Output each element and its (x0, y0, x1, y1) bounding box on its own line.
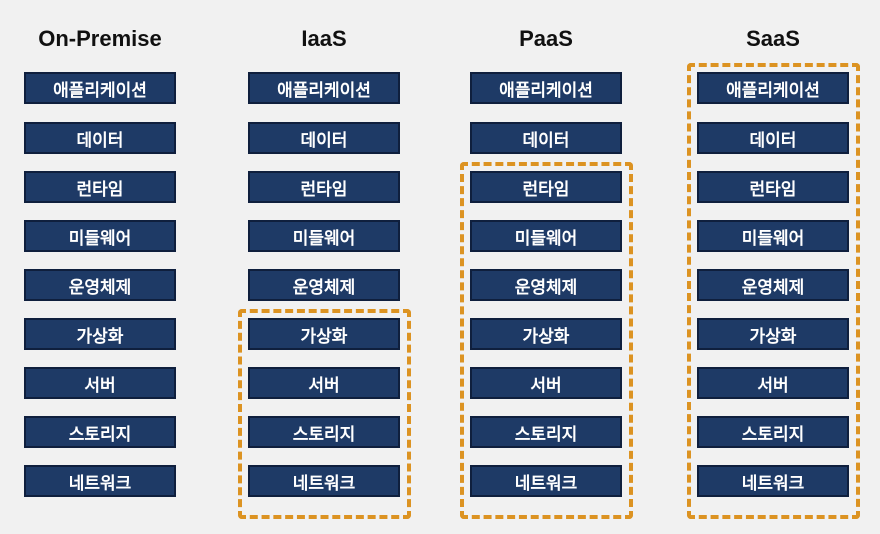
layer-box: 스토리지 (697, 416, 849, 448)
layer-box: 애플리케이션 (470, 72, 622, 104)
layer-box: 스토리지 (248, 416, 400, 448)
column-title-paas: PaaS (519, 26, 573, 51)
layer-box: 스토리지 (24, 416, 176, 448)
layer-box: 애플리케이션 (697, 72, 849, 104)
column-title-saas: SaaS (746, 26, 800, 51)
layer-box: 미들웨어 (248, 220, 400, 252)
layer-box: 애플리케이션 (248, 72, 400, 104)
layer-box: 네트워크 (470, 465, 622, 497)
layer-box: 미들웨어 (24, 220, 176, 252)
layer-box: 운영체제 (697, 269, 849, 301)
layer-box: 애플리케이션 (24, 72, 176, 104)
layer-box: 가상화 (470, 318, 622, 350)
provider-managed-bracket-iaas (238, 309, 411, 519)
layer-box: 가상화 (24, 318, 176, 350)
layer-box: 미들웨어 (470, 220, 622, 252)
layer-box: 네트워크 (248, 465, 400, 497)
layer-box: 서버 (470, 367, 622, 399)
layer-box: 운영체제 (24, 269, 176, 301)
layer-box: 런타임 (248, 171, 400, 203)
column-title-iaas: IaaS (301, 26, 347, 51)
layer-box: 네트워크 (24, 465, 176, 497)
layer-box: 데이터 (470, 122, 622, 154)
provider-managed-bracket-saas (687, 63, 860, 519)
layer-box: 데이터 (248, 122, 400, 154)
layer-box: 운영체제 (248, 269, 400, 301)
layer-box: 런타임 (697, 171, 849, 203)
layer-box: 런타임 (24, 171, 176, 203)
layer-box: 가상화 (697, 318, 849, 350)
layer-box: 서버 (248, 367, 400, 399)
layer-box: 서버 (24, 367, 176, 399)
layer-box: 가상화 (248, 318, 400, 350)
provider-managed-bracket-paas (460, 162, 633, 519)
layer-box: 런타임 (470, 171, 622, 203)
layer-box: 운영체제 (470, 269, 622, 301)
layer-box: 데이터 (697, 122, 849, 154)
layer-box: 네트워크 (697, 465, 849, 497)
layer-box: 미들웨어 (697, 220, 849, 252)
layer-box: 스토리지 (470, 416, 622, 448)
column-title-on-premise: On-Premise (38, 26, 162, 51)
layer-box: 서버 (697, 367, 849, 399)
layer-box: 데이터 (24, 122, 176, 154)
